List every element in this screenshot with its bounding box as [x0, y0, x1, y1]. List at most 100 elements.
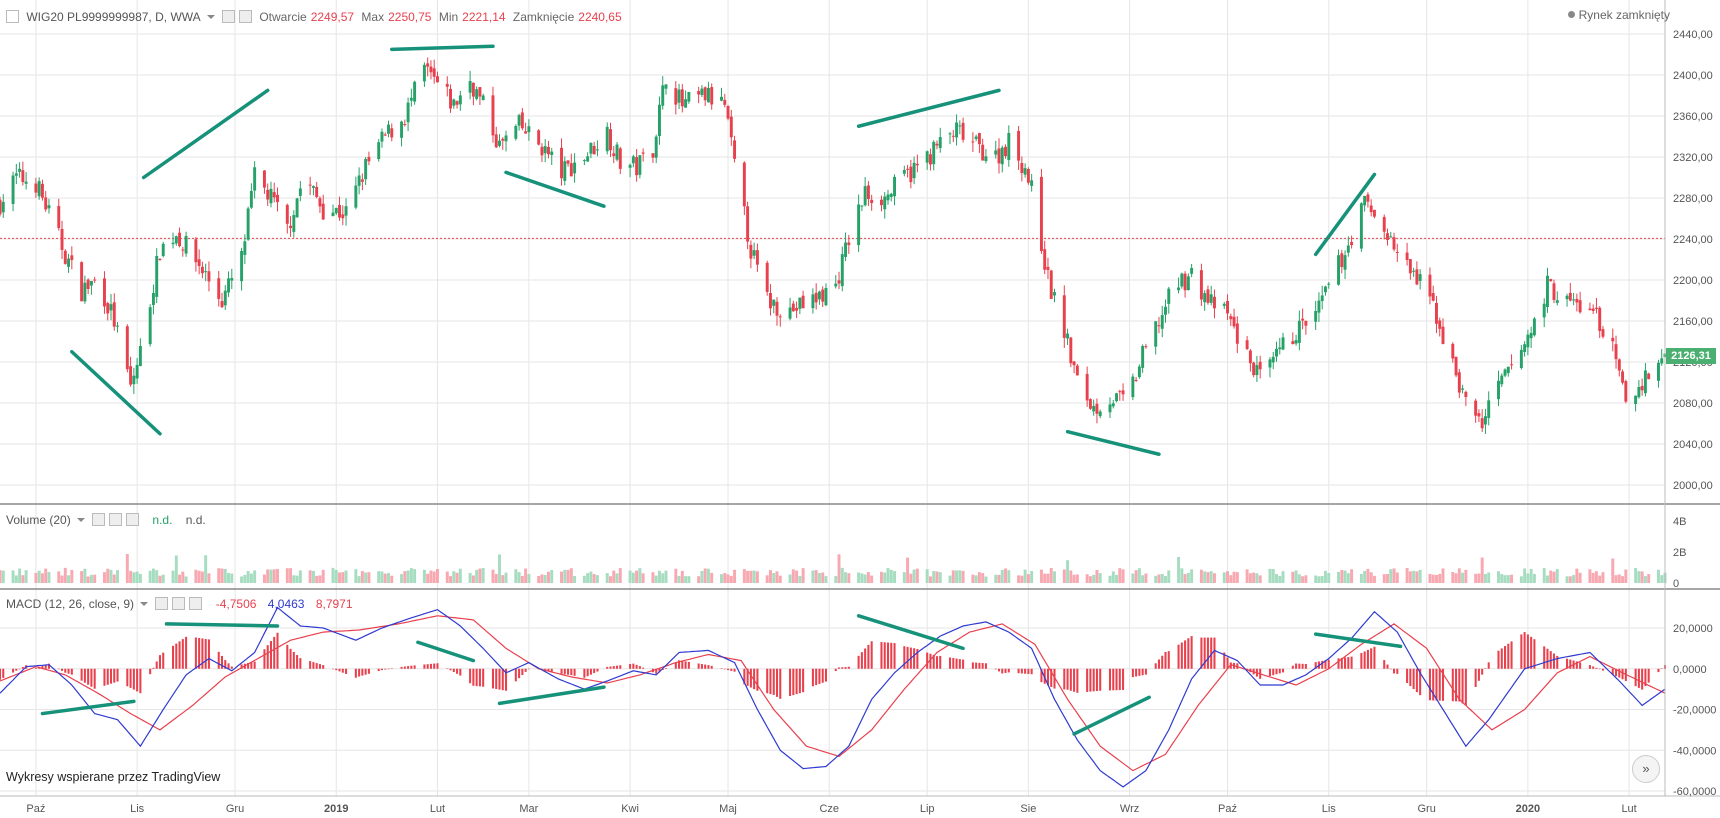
macd-histogram-bar — [1177, 644, 1180, 669]
volume-bar — [1004, 568, 1007, 583]
macd-histogram-bar — [932, 654, 935, 669]
macd-histogram-bar — [57, 668, 60, 670]
macd-histogram-bar — [1389, 668, 1392, 670]
candle-body — [932, 141, 936, 165]
macd-histogram-bar — [916, 648, 919, 669]
volume-bar — [514, 569, 518, 583]
candle-body — [449, 88, 452, 109]
candle-body — [1131, 376, 1135, 398]
volume-bar — [1418, 569, 1422, 583]
candle-body — [70, 255, 74, 261]
gear-icon[interactable] — [172, 597, 186, 610]
volume-bar — [298, 570, 302, 583]
macd-histogram-bar — [1095, 668, 1098, 692]
volume-bar — [504, 572, 508, 583]
tradingview-credit[interactable]: Wykresy wspierane przez TradingView — [6, 770, 221, 784]
macd-histogram-bar — [629, 664, 632, 669]
volume-bar — [1235, 572, 1239, 583]
candle-body — [1568, 292, 1572, 301]
chevron-down-icon[interactable] — [140, 602, 149, 606]
volume-bar — [1258, 575, 1262, 583]
gear-icon[interactable] — [109, 513, 123, 526]
volume-bar — [971, 574, 975, 583]
macd-histogram-bar — [834, 668, 837, 671]
volume-bar — [925, 569, 929, 583]
macd-histogram-bar — [198, 637, 201, 669]
candle-body — [1519, 349, 1523, 368]
volume-bar — [272, 569, 276, 583]
candle-body — [1258, 361, 1262, 370]
macd-histogram-bar — [818, 668, 821, 684]
collapse-icon[interactable] — [6, 10, 19, 23]
candle-body — [93, 279, 97, 281]
eye-icon[interactable] — [155, 597, 169, 610]
candle-body — [1412, 270, 1416, 272]
eye-icon[interactable] — [222, 10, 235, 23]
candle-body — [112, 302, 116, 327]
macd-histogram-bar — [2, 668, 5, 678]
time-tick-label: Lut — [430, 803, 445, 815]
candle-body — [1294, 340, 1298, 344]
close-icon[interactable] — [126, 513, 140, 526]
symbol-label[interactable]: WIG20 PL9999999987, D, WWA — [26, 10, 201, 24]
volume-bar — [821, 572, 825, 583]
macd-histogram-bar — [289, 648, 292, 669]
close-icon[interactable] — [189, 597, 203, 610]
volume-bar — [654, 575, 658, 583]
candle-body — [834, 283, 838, 287]
volume-bar — [1075, 574, 1079, 583]
volume-bar — [547, 571, 550, 583]
candle-body — [1438, 320, 1442, 329]
volume-bar — [1392, 568, 1396, 583]
macd-histogram-bar — [616, 665, 619, 669]
candle-body — [1317, 300, 1321, 313]
candle-body — [1483, 416, 1487, 425]
volume-bar — [249, 573, 253, 583]
volume-bar — [1007, 570, 1011, 583]
scroll-to-realtime-button[interactable]: » — [1632, 755, 1660, 783]
volume-bar — [1369, 572, 1373, 583]
macd-title[interactable]: MACD (12, 26, close, 9) — [6, 597, 135, 611]
chevron-down-icon[interactable] — [76, 518, 85, 522]
macd-histogram-bar — [593, 668, 596, 674]
macd-histogram-bar — [638, 666, 641, 669]
gear-icon[interactable] — [239, 10, 252, 23]
macd-histogram-bar — [1321, 660, 1324, 669]
volume-bar — [658, 570, 661, 583]
candle-body — [360, 179, 364, 182]
macd-histogram-bar — [413, 665, 416, 669]
trendline — [856, 614, 965, 651]
volume-bar — [889, 569, 893, 583]
macd-histogram-bar — [1644, 668, 1647, 687]
volume-pane — [0, 553, 1667, 583]
volume-bar — [628, 570, 632, 583]
volume-bar — [1098, 573, 1102, 583]
volume-title[interactable]: Volume (20) — [6, 513, 71, 527]
macd-histogram-bar — [847, 666, 850, 669]
time-tick-label: 2019 — [324, 803, 348, 815]
candle-body — [377, 142, 381, 160]
candle-body — [615, 144, 619, 160]
candle-body — [1111, 403, 1115, 407]
candle-body — [772, 299, 776, 306]
macd-histogram-bar — [563, 668, 566, 675]
volume-bar — [840, 567, 844, 583]
macd-histogram-bar — [87, 668, 90, 685]
volume-bar — [116, 570, 119, 583]
macd-histogram-bar — [338, 668, 341, 672]
macd-histogram-bar — [158, 655, 161, 669]
candle-body — [595, 149, 599, 151]
macd-histogram-bar — [1393, 668, 1396, 674]
chevron-down-icon[interactable] — [206, 15, 215, 19]
macd-histogram-bar — [456, 668, 459, 674]
volume-tick-label: 4B — [1673, 516, 1686, 528]
volume-bar — [125, 553, 129, 583]
macd-histogram-bar — [224, 660, 227, 669]
eye-icon[interactable] — [92, 513, 106, 526]
candle-body — [409, 97, 413, 101]
volume-bar — [1614, 575, 1618, 583]
macd-histogram-bar — [547, 668, 550, 671]
candle-body — [788, 307, 792, 319]
macd-histogram-bar — [436, 663, 439, 669]
